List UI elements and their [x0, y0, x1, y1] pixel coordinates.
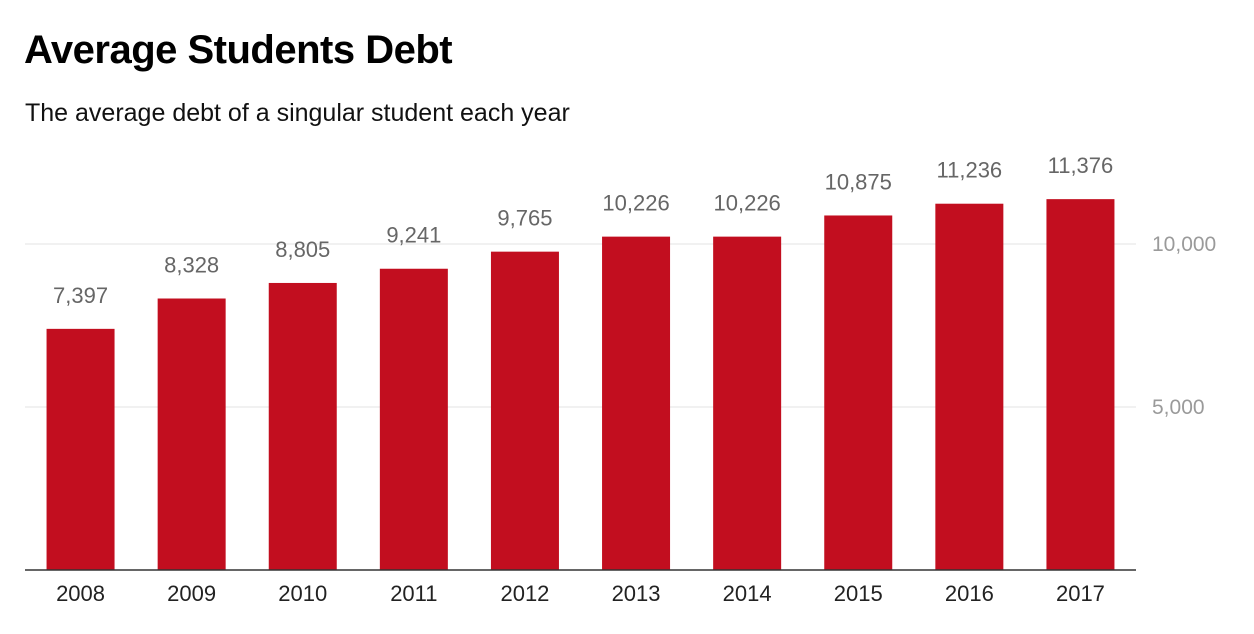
data-label: 9,241 [386, 223, 441, 248]
bar-2013 [602, 236, 671, 571]
x-tick-label: 2017 [1056, 581, 1105, 606]
data-label: 8,805 [275, 237, 330, 262]
bar-2015 [824, 215, 893, 570]
bar-2012 [490, 251, 559, 570]
bar-2017 [1046, 199, 1115, 570]
data-label: 10,226 [602, 191, 669, 216]
x-tick-label: 2013 [612, 581, 661, 606]
x-tick-label: 2015 [834, 581, 883, 606]
bar-2009 [157, 298, 226, 570]
bars [46, 199, 1115, 571]
data-label: 10,226 [714, 191, 781, 216]
data-label: 8,328 [164, 253, 219, 278]
bar-2008 [46, 328, 115, 570]
chart-subtitle: The average debt of a singular student e… [25, 99, 570, 127]
y-tick-label: 5,000 [1152, 396, 1205, 419]
x-tick-label: 2008 [56, 581, 105, 606]
x-tick-label: 2010 [278, 581, 327, 606]
data-label: 11,376 [1048, 153, 1114, 178]
x-tick-label: 2014 [723, 581, 772, 606]
x-tick-label: 2012 [500, 581, 549, 606]
x-axis: 2008 2009 2010 2011 2012 2013 2014 2015 2016 2017 [25, 569, 1136, 606]
x-tick-label: 2011 [390, 581, 437, 606]
y-axis-ticks: 5,000 10,000 [1152, 233, 1216, 419]
x-tick-label: 2009 [167, 581, 216, 606]
y-tick-label: 10,000 [1152, 233, 1216, 256]
bar-2014 [713, 236, 782, 571]
chart-title: Average Students Debt [24, 28, 453, 72]
x-tick-label: 2016 [945, 581, 994, 606]
data-label: 11,236 [937, 158, 1003, 183]
bar-2010 [268, 282, 337, 570]
bar-2011 [379, 268, 448, 570]
data-label: 9,765 [497, 206, 552, 231]
data-labels: 7,397 8,328 8,805 9,241 9,765 10,226 10,226 10,… [53, 153, 1113, 308]
bar-2016 [935, 203, 1004, 570]
data-label: 7,397 [53, 283, 108, 308]
data-label: 10,875 [825, 169, 892, 194]
